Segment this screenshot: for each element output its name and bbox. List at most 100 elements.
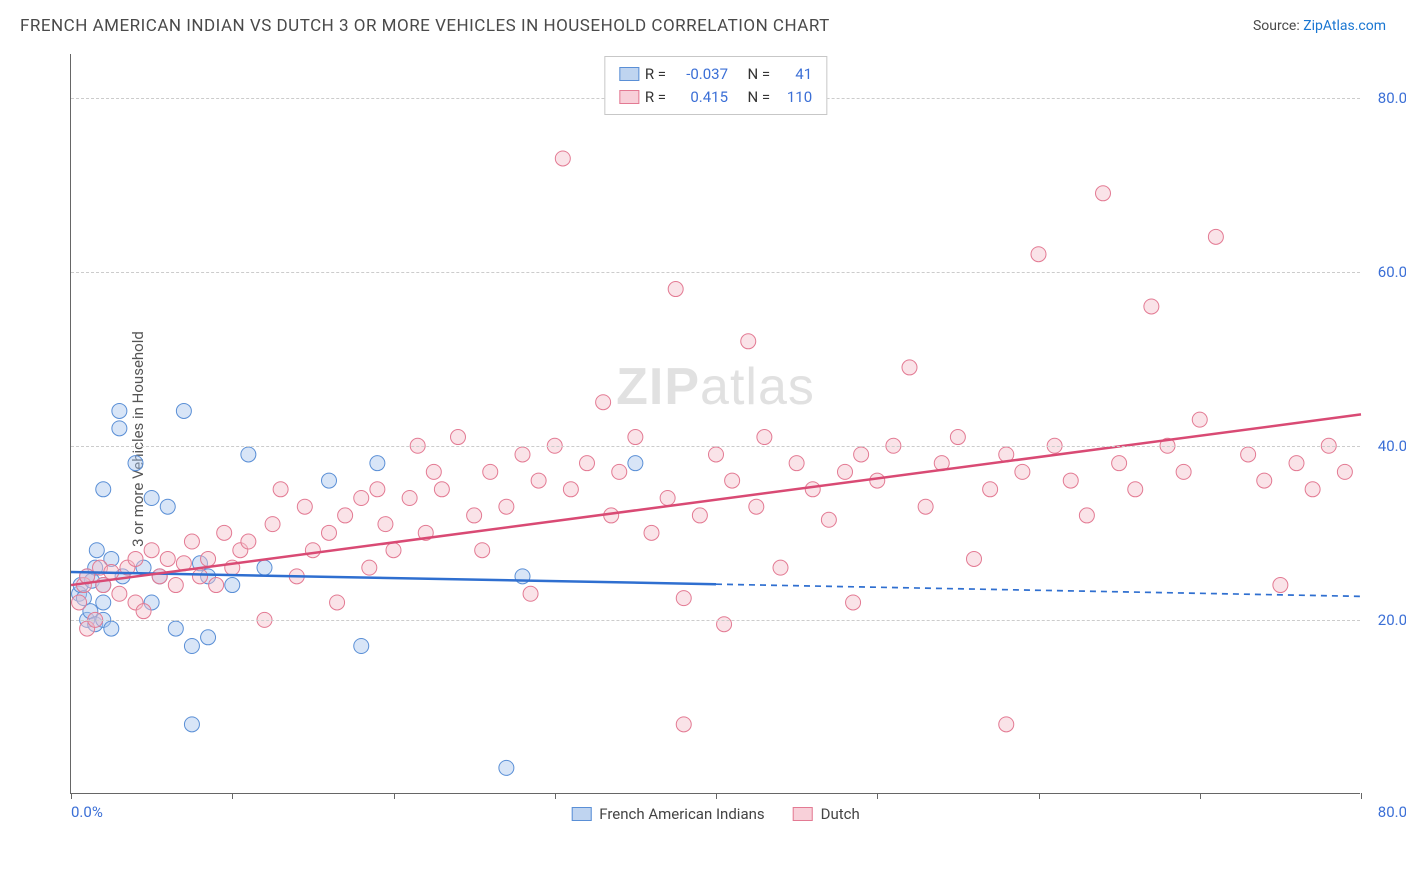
x-tick bbox=[716, 793, 717, 799]
x-tick bbox=[232, 793, 233, 799]
data-point bbox=[1031, 247, 1046, 262]
x-tick-label-end: 80.0% bbox=[1378, 803, 1406, 821]
y-tick-label: 60.0% bbox=[1378, 263, 1406, 281]
data-point bbox=[709, 447, 724, 462]
legend-swatch bbox=[619, 90, 639, 104]
data-point bbox=[225, 578, 240, 593]
legend-swatch bbox=[619, 67, 639, 81]
legend-swatch bbox=[571, 807, 591, 821]
data-point bbox=[676, 717, 691, 732]
legend-n-label: N = bbox=[748, 63, 771, 86]
y-tick-label: 80.0% bbox=[1378, 89, 1406, 107]
data-point bbox=[1337, 464, 1352, 479]
data-point bbox=[838, 464, 853, 479]
data-point bbox=[902, 360, 917, 375]
source-label: Source: bbox=[1253, 18, 1300, 34]
x-tick bbox=[877, 793, 878, 799]
plot-region: R =-0.037 N =41R =0.415 N =110 ZIPatlas … bbox=[70, 54, 1360, 794]
legend-n-value: 110 bbox=[776, 86, 812, 109]
data-point bbox=[193, 569, 208, 584]
data-point bbox=[112, 403, 127, 418]
data-point bbox=[999, 717, 1014, 732]
x-tick bbox=[394, 793, 395, 799]
legend-series-label: French American Indians bbox=[599, 805, 764, 823]
legend-series: French American Indians Dutch bbox=[571, 805, 860, 823]
legend-series-item: Dutch bbox=[793, 805, 860, 823]
legend-r-value: -0.037 bbox=[672, 63, 728, 86]
data-point bbox=[96, 595, 111, 610]
data-point bbox=[305, 543, 320, 558]
data-point bbox=[152, 569, 167, 584]
data-point bbox=[596, 395, 611, 410]
data-point bbox=[821, 512, 836, 527]
data-point bbox=[370, 456, 385, 471]
data-point bbox=[128, 551, 143, 566]
data-point bbox=[1079, 508, 1094, 523]
data-point bbox=[434, 482, 449, 497]
chart-container: FRENCH AMERICAN INDIAN VS DUTCH 3 OR MOR… bbox=[0, 0, 1406, 892]
gridline-h bbox=[71, 272, 1360, 273]
x-tick bbox=[1361, 793, 1362, 799]
chart-title: FRENCH AMERICAN INDIAN VS DUTCH 3 OR MOR… bbox=[20, 16, 830, 36]
legend-r-value: 0.415 bbox=[672, 86, 728, 109]
data-point bbox=[1241, 447, 1256, 462]
x-tick bbox=[555, 793, 556, 799]
data-point bbox=[531, 473, 546, 488]
trend-line-dashed bbox=[716, 584, 1361, 596]
data-point bbox=[128, 456, 143, 471]
gridline-h bbox=[71, 446, 1360, 447]
data-point bbox=[749, 499, 764, 514]
data-point bbox=[209, 578, 224, 593]
data-point bbox=[846, 595, 861, 610]
trend-line bbox=[71, 414, 1361, 585]
data-point bbox=[354, 639, 369, 654]
chart-area: 3 or more Vehicles in Household R =-0.03… bbox=[20, 44, 1386, 834]
x-tick bbox=[1200, 793, 1201, 799]
data-point bbox=[950, 430, 965, 445]
data-point bbox=[257, 560, 272, 575]
data-point bbox=[322, 525, 337, 540]
data-point bbox=[273, 482, 288, 497]
data-point bbox=[217, 525, 232, 540]
data-point bbox=[668, 282, 683, 297]
data-point bbox=[757, 430, 772, 445]
plot-svg bbox=[71, 54, 1360, 793]
data-point bbox=[241, 534, 256, 549]
data-point bbox=[555, 151, 570, 166]
data-point bbox=[483, 464, 498, 479]
data-point bbox=[354, 491, 369, 506]
data-point bbox=[1112, 456, 1127, 471]
data-point bbox=[1257, 473, 1272, 488]
data-point bbox=[451, 430, 466, 445]
data-point bbox=[241, 447, 256, 462]
data-point bbox=[918, 499, 933, 514]
data-point bbox=[330, 595, 345, 610]
data-point bbox=[386, 543, 401, 558]
data-point bbox=[1289, 456, 1304, 471]
data-point bbox=[563, 482, 578, 497]
data-point bbox=[499, 499, 514, 514]
data-point bbox=[96, 482, 111, 497]
x-tick bbox=[1039, 793, 1040, 799]
data-point bbox=[1176, 464, 1191, 479]
data-point bbox=[184, 639, 199, 654]
data-point bbox=[378, 517, 393, 532]
data-point bbox=[475, 543, 490, 558]
chart-source: Source: ZipAtlas.com bbox=[1253, 18, 1386, 34]
data-point bbox=[725, 473, 740, 488]
data-point bbox=[144, 543, 159, 558]
chart-header: FRENCH AMERICAN INDIAN VS DUTCH 3 OR MOR… bbox=[20, 16, 1386, 36]
data-point bbox=[644, 525, 659, 540]
data-point bbox=[1063, 473, 1078, 488]
data-point bbox=[628, 430, 643, 445]
data-point bbox=[72, 595, 87, 610]
data-point bbox=[1096, 186, 1111, 201]
legend-series-item: French American Indians bbox=[571, 805, 764, 823]
source-link[interactable]: ZipAtlas.com bbox=[1303, 18, 1386, 34]
data-point bbox=[168, 578, 183, 593]
data-point bbox=[612, 464, 627, 479]
data-point bbox=[1305, 482, 1320, 497]
data-point bbox=[176, 403, 191, 418]
data-point bbox=[1015, 464, 1030, 479]
data-point bbox=[467, 508, 482, 523]
